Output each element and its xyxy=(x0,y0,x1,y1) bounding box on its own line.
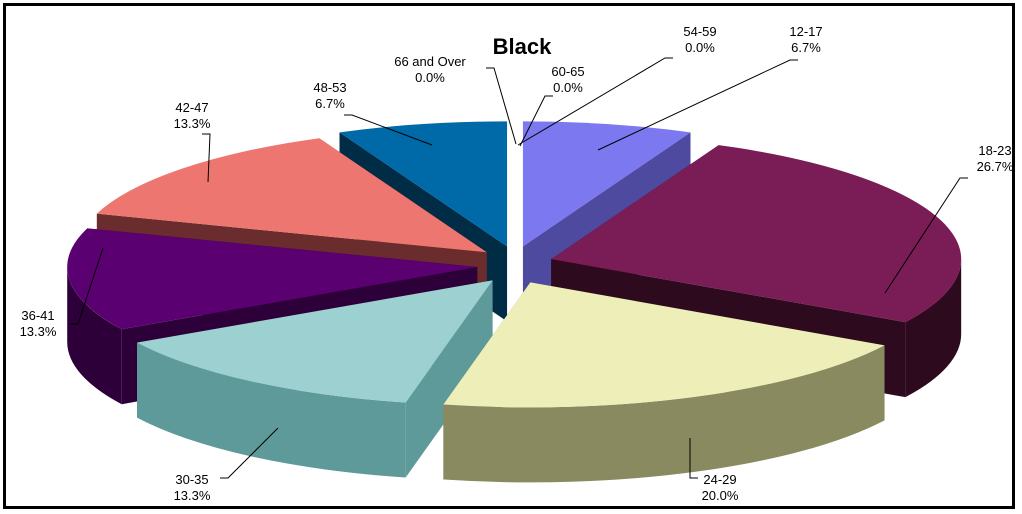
slice-48-53 xyxy=(339,121,508,247)
label-category-60-65: 60-65 xyxy=(551,64,584,79)
slice-36-41 xyxy=(67,228,478,330)
leader-24-29 xyxy=(689,438,698,479)
leader-lines xyxy=(70,57,968,479)
label-value-54-59: 0.0% xyxy=(685,40,715,55)
label-category-30-35: 30-35 xyxy=(175,472,208,487)
slice-24-29 xyxy=(443,282,885,408)
label-category-24-29: 24-29 xyxy=(703,472,736,487)
label-category-48-53: 48-53 xyxy=(313,80,346,95)
leader-12-17 xyxy=(597,59,798,151)
slice-18-23 xyxy=(551,145,962,323)
label-value-42-47: 13.3% xyxy=(174,116,211,131)
label-value-48-53: 6.7% xyxy=(315,96,345,111)
label-category-42-47: 42-47 xyxy=(175,100,208,115)
slice-12-17 xyxy=(522,121,691,247)
label-value-18-23: 26.7% xyxy=(977,159,1014,174)
chart-title: Black xyxy=(493,34,552,59)
leader-42-47 xyxy=(202,133,211,183)
pie-tops xyxy=(67,121,962,408)
label-value-60-65: 0.0% xyxy=(553,80,583,95)
label-category-66-and-over: 66 and Over xyxy=(394,54,466,69)
leader-36-41 xyxy=(70,247,104,325)
label-category-18-23: 18-23 xyxy=(978,143,1011,158)
data-labels: 12-176.7%18-2326.7%24-2920.0%30-3513.3%3… xyxy=(20,24,1014,503)
leader-30-35 xyxy=(220,427,279,479)
leader-48-53 xyxy=(344,114,433,146)
label-value-24-29: 20.0% xyxy=(702,488,739,503)
slice-30-35 xyxy=(137,280,493,403)
leader-18-23 xyxy=(884,177,968,294)
label-value-12-17: 6.7% xyxy=(791,40,821,55)
leader-66-and-over xyxy=(486,67,517,145)
label-value-66-and-over: 0.0% xyxy=(415,70,445,85)
label-category-36-41: 36-41 xyxy=(21,308,54,323)
label-category-54-59: 54-59 xyxy=(683,24,716,39)
leader-60-65 xyxy=(519,95,553,147)
slice-42-47 xyxy=(96,138,487,253)
label-category-12-17: 12-17 xyxy=(789,24,822,39)
label-value-30-35: 13.3% xyxy=(174,488,211,503)
label-value-36-41: 13.3% xyxy=(20,324,57,339)
leader-54-59 xyxy=(517,57,673,146)
